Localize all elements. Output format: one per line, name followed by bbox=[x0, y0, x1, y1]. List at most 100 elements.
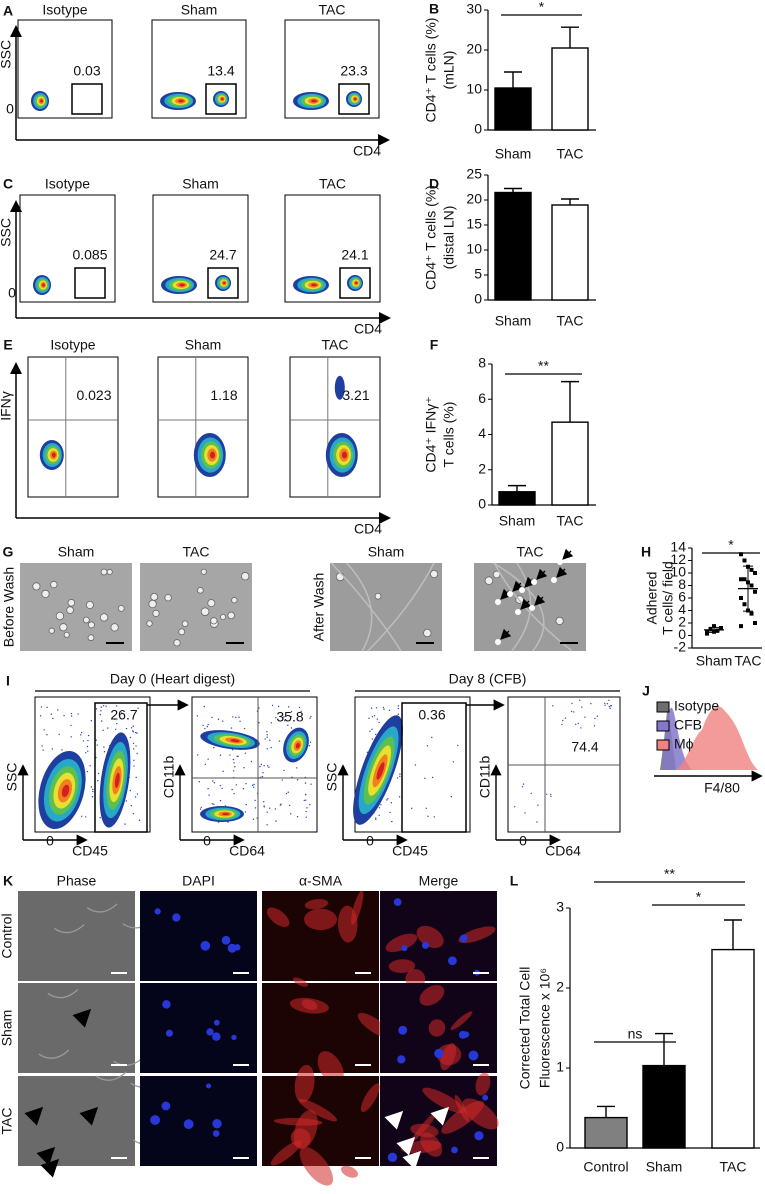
event-dot bbox=[131, 730, 134, 732]
event-dot bbox=[610, 705, 612, 707]
event-dot bbox=[235, 784, 238, 786]
event-dot bbox=[277, 705, 280, 708]
data-point bbox=[742, 577, 747, 582]
event-dot bbox=[375, 817, 377, 819]
density-level bbox=[334, 375, 345, 400]
event-dot bbox=[136, 752, 138, 755]
event-dot bbox=[125, 727, 128, 730]
event-dot bbox=[90, 720, 93, 722]
y-tick-label: 14 bbox=[670, 539, 686, 555]
image-title: TAC bbox=[517, 544, 544, 560]
adhered-cell bbox=[557, 559, 563, 565]
arrow bbox=[500, 628, 512, 640]
event-dot bbox=[396, 777, 399, 779]
cell bbox=[99, 613, 109, 622]
event-dot bbox=[375, 818, 377, 821]
event-dot bbox=[200, 806, 202, 808]
cell bbox=[41, 589, 50, 598]
event-dot bbox=[244, 752, 247, 754]
event-dot bbox=[222, 770, 224, 773]
event-dot bbox=[99, 816, 101, 819]
event-dot bbox=[204, 763, 207, 766]
cell bbox=[63, 631, 70, 638]
event-dot bbox=[124, 823, 126, 825]
cell bbox=[150, 593, 159, 601]
micrograph bbox=[18, 983, 135, 1073]
axis-zero: 0 bbox=[203, 833, 211, 849]
event-dot bbox=[46, 706, 48, 709]
y-axis-label: CD11b bbox=[477, 756, 493, 799]
event-dot bbox=[431, 776, 434, 779]
actin-fiber bbox=[385, 933, 418, 953]
y-tick-label: 8 bbox=[478, 355, 486, 371]
plot-title: TAC bbox=[319, 176, 346, 192]
event-dot bbox=[134, 731, 137, 734]
actin-fiber bbox=[341, 1165, 358, 1178]
event-dot bbox=[606, 703, 609, 705]
gate bbox=[207, 267, 239, 299]
event-dot bbox=[58, 733, 60, 736]
event-dot bbox=[70, 724, 72, 727]
axis-zero: 0 bbox=[366, 833, 374, 849]
cell bbox=[67, 599, 76, 607]
event-dot bbox=[287, 724, 289, 726]
nucleus bbox=[451, 1146, 458, 1154]
event-dot bbox=[239, 720, 241, 723]
condition-label: Before Wash bbox=[1, 567, 17, 647]
event-dot bbox=[375, 707, 378, 709]
gate-value: 0.03 bbox=[73, 63, 100, 79]
event-dot bbox=[213, 803, 215, 805]
event-dot bbox=[397, 707, 400, 710]
event-dot bbox=[229, 754, 231, 756]
significance-label: * bbox=[539, 0, 545, 15]
gate bbox=[94, 702, 148, 833]
event-dot bbox=[70, 736, 72, 738]
event-dot bbox=[581, 706, 583, 708]
density-level bbox=[376, 762, 385, 780]
actin-fiber bbox=[292, 977, 308, 987]
event-dot bbox=[296, 767, 298, 769]
event-dot bbox=[63, 714, 65, 717]
event-dot bbox=[251, 784, 254, 786]
cell bbox=[423, 628, 432, 638]
actin-fiber bbox=[299, 1147, 334, 1186]
cell bbox=[152, 609, 160, 617]
actin-fiber bbox=[270, 1140, 302, 1166]
panel-label: K bbox=[3, 873, 13, 889]
event-dot bbox=[281, 779, 283, 781]
event-dot bbox=[288, 804, 291, 807]
nucleus bbox=[482, 1094, 489, 1101]
gate-value: 1.18 bbox=[210, 387, 237, 403]
event-dot bbox=[552, 705, 554, 707]
event-dot bbox=[52, 717, 54, 720]
panel-label: E bbox=[3, 337, 12, 353]
event-dot bbox=[100, 710, 102, 712]
y-tick-label: 30 bbox=[466, 1, 482, 17]
density-level bbox=[209, 451, 216, 459]
event-dot bbox=[388, 709, 391, 712]
event-dot bbox=[213, 782, 216, 784]
event-dot bbox=[296, 779, 299, 781]
y-tick-label: 8 bbox=[678, 576, 686, 592]
group-header: Day 8 (CFB) bbox=[449, 671, 527, 687]
event-dot bbox=[132, 812, 135, 815]
nucleus bbox=[221, 935, 231, 945]
cell bbox=[110, 623, 119, 632]
nucleus bbox=[212, 1032, 221, 1041]
gate bbox=[338, 83, 370, 115]
x-axis-label: F4/80 bbox=[704, 780, 740, 796]
micrograph bbox=[140, 983, 257, 1073]
row-title: Sham bbox=[0, 1010, 15, 1047]
event-dot bbox=[86, 770, 89, 773]
event-dot bbox=[287, 706, 290, 708]
y-tick-label: 10 bbox=[670, 564, 686, 580]
event-dot bbox=[564, 717, 567, 719]
x-axis-label: CD4 bbox=[354, 521, 382, 537]
event-dot bbox=[203, 705, 206, 708]
density-cluster bbox=[99, 732, 131, 828]
event-dot bbox=[608, 699, 610, 702]
event-dot bbox=[70, 712, 73, 715]
density-cluster bbox=[31, 91, 49, 111]
nucleus bbox=[206, 1083, 212, 1089]
